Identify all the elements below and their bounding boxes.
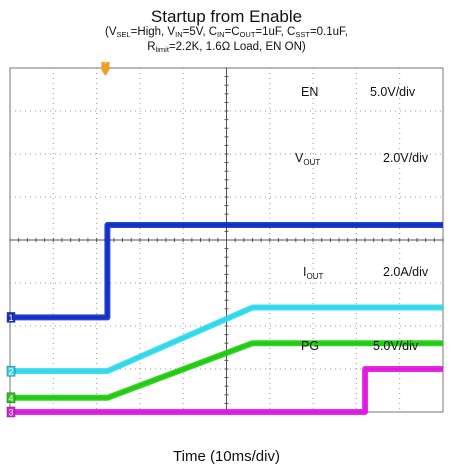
channel-marker-3: [6, 406, 16, 418]
chart-title-block: Startup from Enable (VSEL=High, VIN=5V, …: [0, 8, 453, 56]
trigger-marker-label: T: [103, 59, 108, 66]
trace-label-vout: VOUT: [295, 151, 320, 167]
trace-core-vout: [10, 306, 443, 373]
channel-number: 2: [8, 367, 13, 377]
trace-scale-iout: 2.0A/div: [383, 265, 429, 279]
chart-title: Startup from Enable: [150, 7, 303, 26]
trace-core-en: [10, 223, 443, 319]
x-axis-label: Time (10ms/div): [173, 448, 280, 465]
trace-label-iout: IOUT: [303, 265, 323, 281]
trace-label-pg: PG: [301, 339, 319, 353]
trigger-marker-icon: [101, 62, 110, 76]
trace-scale-pg: 5.0V/div: [373, 339, 419, 353]
chart-subtitle-line-1: (VSEL=High, VIN=5V, CIN=COUT=1uF, CSST=0…: [104, 26, 348, 39]
channel-marker-4: [6, 392, 16, 404]
trace-scale-vout: 2.0V/div: [383, 151, 429, 165]
trace-label-en: EN: [301, 85, 318, 99]
trace-core-iout: [10, 341, 443, 400]
channel-number: 4: [8, 393, 13, 403]
channel-number: 3: [8, 408, 13, 418]
channel-marker-2: [6, 365, 16, 377]
trace-scale-en: 5.0V/div: [370, 85, 416, 99]
trace-core-pg: [10, 367, 443, 414]
channel-marker-1: [6, 312, 16, 323]
channel-number: 1: [8, 313, 13, 323]
chart-subtitle-line-2: Rlimit=2.2K, 1.6Ω Load, EN ON): [147, 41, 306, 54]
